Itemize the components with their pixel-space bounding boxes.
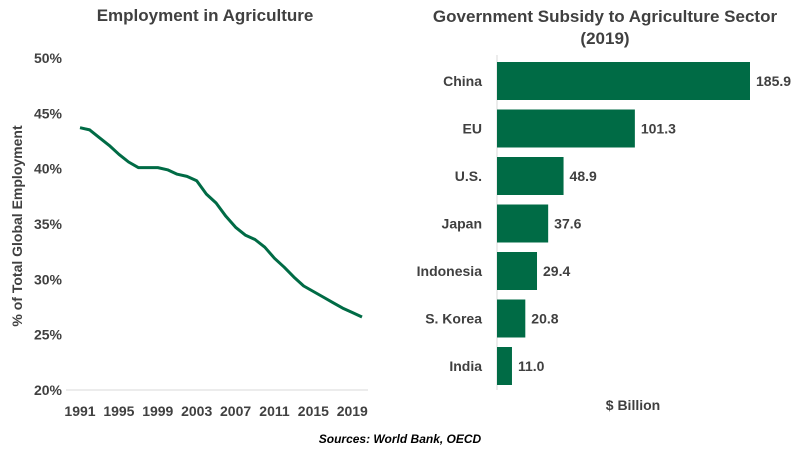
x-tick-label: 2007 [220,403,251,419]
bar-value-label: 185.9 [756,73,791,89]
category-label: Japan [442,216,482,232]
x-tick-label: 2019 [337,403,368,419]
bar-value-label: 101.3 [641,121,676,137]
category-label: S. Korea [425,311,482,327]
x-tick-label: 2011 [259,403,290,419]
bar-value-label: 29.4 [543,263,570,279]
bar-u-s [497,157,564,195]
x-axis-label: $ Billion [606,397,660,413]
source-note: Sources: World Bank, OECD [318,432,482,446]
bar-japan [497,204,549,243]
category-label: China [443,73,482,89]
bar-value-label: 48.9 [570,168,597,184]
line-chart-title: Employment in Agriculture [96,6,314,25]
category-label: Indonesia [417,263,483,279]
employment-line-chart: 20% 25% 30% 35% 40% 45% 50% 1991 1995 1999 2003 200… [9,50,368,419]
category-label: India [449,358,482,374]
category-label: U.S. [455,168,482,184]
y-tick-label: 20% [34,382,63,398]
bar-s-korea [497,299,526,338]
bar-value-label: 37.6 [554,216,581,232]
y-tick-label: 50% [34,50,63,66]
bar-chart-title: Government Subsidy to Agriculture Sector… [432,7,778,48]
y-tick-label: 35% [34,216,63,232]
category-label: EU [463,121,482,137]
bar-value-label: 20.8 [531,311,558,327]
x-tick-label: 2003 [181,403,212,419]
x-tick-label: 1995 [103,403,134,419]
x-tick-label: 2015 [298,403,329,419]
bar-value-label: 11.0 [518,358,545,374]
bar-china [497,62,750,100]
y-tick-label: 25% [34,327,63,343]
x-tick-label: 1991 [64,403,95,419]
y-axis-label: % of Total Global Employment [9,125,25,327]
bar-eu [497,109,635,148]
x-tick-label: 1999 [142,403,173,419]
y-tick-label: 40% [34,161,63,177]
employment-series-line [79,126,363,319]
subsidy-bar-chart: China 185.9 EU 101.3 U.S. 48.9 Japan 37.6 Indone… [417,55,791,413]
y-tick-label: 30% [34,271,63,287]
bar-indonesia [497,252,538,290]
bar-india [497,347,512,385]
y-tick-label: 45% [34,105,63,121]
